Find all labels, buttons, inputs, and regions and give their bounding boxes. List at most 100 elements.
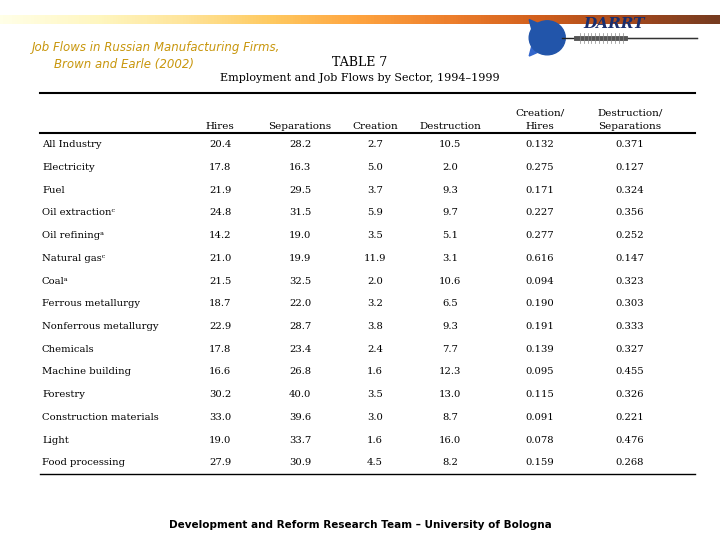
Text: 16.3: 16.3	[289, 163, 311, 172]
Text: 39.6: 39.6	[289, 413, 311, 422]
Text: Coalᵃ: Coalᵃ	[42, 276, 68, 286]
Text: 3.0: 3.0	[367, 413, 383, 422]
Text: 0.095: 0.095	[526, 368, 554, 376]
Text: Chemicals: Chemicals	[42, 345, 94, 354]
Text: 0.159: 0.159	[526, 458, 554, 467]
Text: TABLE 7: TABLE 7	[333, 56, 387, 69]
Text: Nonferrous metallurgy: Nonferrous metallurgy	[42, 322, 158, 331]
Text: 23.4: 23.4	[289, 345, 311, 354]
Ellipse shape	[529, 21, 565, 55]
Text: 10.5: 10.5	[438, 140, 462, 150]
Text: Oil extractionᶜ: Oil extractionᶜ	[42, 208, 115, 218]
Text: 4.5: 4.5	[367, 458, 383, 467]
Text: 0.252: 0.252	[616, 231, 644, 240]
Text: All Industry: All Industry	[42, 140, 102, 150]
Text: 0.227: 0.227	[526, 208, 554, 218]
Text: Forestry: Forestry	[42, 390, 85, 399]
Text: 40.0: 40.0	[289, 390, 311, 399]
Text: 0.147: 0.147	[616, 254, 644, 263]
Text: 0.371: 0.371	[616, 140, 644, 150]
Text: 0.476: 0.476	[616, 436, 644, 444]
Text: 2.7: 2.7	[367, 140, 383, 150]
Text: 3.1: 3.1	[442, 254, 458, 263]
Text: 26.8: 26.8	[289, 368, 311, 376]
Text: 0.190: 0.190	[526, 299, 554, 308]
Text: Creation/: Creation/	[516, 109, 564, 118]
Text: Ferrous metallurgy: Ferrous metallurgy	[42, 299, 140, 308]
Text: 0.616: 0.616	[526, 254, 554, 263]
Text: 5.9: 5.9	[367, 208, 383, 218]
Text: 2.4: 2.4	[367, 345, 383, 354]
Text: 0.139: 0.139	[526, 345, 554, 354]
Text: 19.9: 19.9	[289, 254, 311, 263]
Text: 10.6: 10.6	[439, 276, 461, 286]
Text: 24.8: 24.8	[209, 208, 231, 218]
Text: 0.326: 0.326	[616, 390, 644, 399]
Text: 1.6: 1.6	[367, 368, 383, 376]
Text: Food processing: Food processing	[42, 458, 125, 467]
Text: 0.327: 0.327	[616, 345, 644, 354]
Text: 0.356: 0.356	[616, 208, 644, 218]
Polygon shape	[529, 19, 565, 40]
Text: 9.3: 9.3	[442, 186, 458, 195]
Text: 19.0: 19.0	[289, 231, 311, 240]
Text: 0.127: 0.127	[616, 163, 644, 172]
Text: 11.9: 11.9	[364, 254, 386, 263]
Text: 2.0: 2.0	[442, 163, 458, 172]
Text: 9.7: 9.7	[442, 208, 458, 218]
Text: 12.3: 12.3	[438, 368, 462, 376]
Text: 28.2: 28.2	[289, 140, 311, 150]
Text: 3.2: 3.2	[367, 299, 383, 308]
Text: Destruction: Destruction	[419, 122, 481, 131]
Text: Hires: Hires	[526, 122, 554, 131]
Text: 0.094: 0.094	[526, 276, 554, 286]
Text: Oil refiningᵃ: Oil refiningᵃ	[42, 231, 104, 240]
Text: 0.268: 0.268	[616, 458, 644, 467]
Text: DARRT: DARRT	[583, 17, 644, 31]
Text: 17.8: 17.8	[209, 163, 231, 172]
Text: 5.0: 5.0	[367, 163, 383, 172]
Text: 3.8: 3.8	[367, 322, 383, 331]
Text: 20.4: 20.4	[209, 140, 231, 150]
Text: 18.7: 18.7	[209, 299, 231, 308]
Text: 7.7: 7.7	[442, 345, 458, 354]
Text: 0.078: 0.078	[526, 436, 554, 444]
Text: 0.191: 0.191	[526, 322, 554, 331]
Text: 29.5: 29.5	[289, 186, 311, 195]
Text: 33.7: 33.7	[289, 436, 311, 444]
Text: Separations: Separations	[269, 122, 332, 131]
Text: 3.7: 3.7	[367, 186, 383, 195]
Text: 17.8: 17.8	[209, 345, 231, 354]
Text: 0.277: 0.277	[526, 231, 554, 240]
Text: 1.6: 1.6	[367, 436, 383, 444]
Text: 22.9: 22.9	[209, 322, 231, 331]
Text: 0.303: 0.303	[616, 299, 644, 308]
Text: 8.7: 8.7	[442, 413, 458, 422]
Text: 32.5: 32.5	[289, 276, 311, 286]
Text: 0.333: 0.333	[616, 322, 644, 331]
Text: Hires: Hires	[206, 122, 235, 131]
Text: 0.323: 0.323	[616, 276, 644, 286]
Text: 9.3: 9.3	[442, 322, 458, 331]
Text: 8.2: 8.2	[442, 458, 458, 467]
Text: 0.115: 0.115	[526, 390, 554, 399]
Text: Creation: Creation	[352, 122, 398, 131]
Text: 21.0: 21.0	[209, 254, 231, 263]
Text: Electricity: Electricity	[42, 163, 94, 172]
Text: Natural gasᶜ: Natural gasᶜ	[42, 254, 105, 263]
Text: Separations: Separations	[598, 122, 662, 131]
Text: 3.5: 3.5	[367, 231, 383, 240]
Text: Light: Light	[42, 436, 68, 444]
Text: 5.1: 5.1	[442, 231, 458, 240]
Text: Brown and Earle (2002): Brown and Earle (2002)	[54, 58, 194, 71]
Text: 30.2: 30.2	[209, 390, 231, 399]
Text: 30.9: 30.9	[289, 458, 311, 467]
Text: 21.9: 21.9	[209, 186, 231, 195]
Text: Machine building: Machine building	[42, 368, 131, 376]
Text: 0.221: 0.221	[616, 413, 644, 422]
Text: 13.0: 13.0	[438, 390, 462, 399]
Text: 0.132: 0.132	[526, 140, 554, 150]
Text: 22.0: 22.0	[289, 299, 311, 308]
Polygon shape	[529, 36, 565, 56]
Text: 6.5: 6.5	[442, 299, 458, 308]
